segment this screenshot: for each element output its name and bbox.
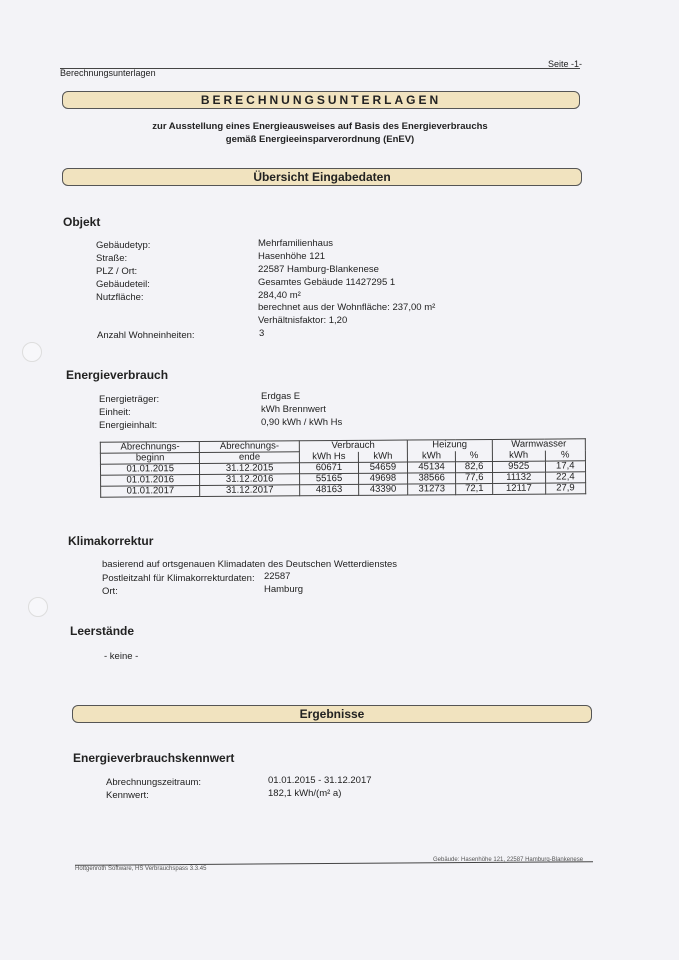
field-value: 01.01.2015 - 31.12.2017 [268, 775, 372, 786]
th: Heizung [407, 439, 493, 452]
cell: 01.01.2017 [100, 485, 201, 498]
field-label: Nutzfläche: [96, 292, 144, 303]
leer-value: - keine - [104, 651, 139, 662]
cell: 49698 [358, 473, 408, 485]
th: % [544, 449, 586, 462]
cell: 27,9 [545, 482, 586, 495]
energie-heading: Energieverbrauch [66, 368, 169, 382]
cell: 9525 [492, 461, 546, 473]
th: % [455, 450, 493, 462]
section-results: Ergebnisse [72, 705, 592, 723]
cell: 72,1 [456, 483, 493, 495]
field-value: 0,90 kWh / kWh Hs [261, 417, 343, 428]
page-number: Seite -1- [548, 59, 583, 69]
field-label: Einheit: [99, 407, 131, 418]
punch-hole [28, 597, 48, 617]
field-label: Anzahl Wohneinheiten: [97, 330, 195, 341]
cell: 48163 [299, 484, 359, 496]
th: kWh [407, 450, 456, 463]
cell: 55165 [299, 473, 359, 485]
field-value: Gesamtes Gebäude 11427295 1 [258, 277, 396, 288]
field-value: 22587 [264, 571, 291, 582]
leer-heading: Leerstände [70, 624, 135, 638]
consumption-table: Abrechnungs- Abrechnungs- Verbrauch Heizung… [100, 438, 586, 498]
field-label: Straße: [96, 253, 128, 264]
cell: 43390 [358, 484, 408, 496]
th: Warmwasser [492, 439, 586, 451]
field-value: 3 [259, 328, 265, 339]
field-value: Hasenhöhe 121 [258, 251, 326, 262]
cell: 31273 [407, 483, 457, 496]
header-left: Berechnungsunterlagen [60, 68, 156, 78]
subtitle-1: zur Ausstellung eines Energieausweises a… [152, 121, 488, 132]
subtitle-2: gemäß Energieeinsparverordnung (EnEV) [225, 134, 415, 145]
cell: 54659 [358, 462, 408, 474]
field-label: PLZ / Ort: [96, 266, 138, 277]
field-value: Erdgas E [261, 391, 301, 402]
klima-heading: Klimakorrektur [68, 534, 154, 548]
field-value: 284,40 m² [258, 290, 301, 301]
field-label: Energieinhalt: [99, 420, 158, 431]
field-label: Kennwert: [106, 790, 149, 801]
th: kWh [358, 450, 408, 463]
field-value: Hamburg [264, 584, 304, 595]
th: kWh Hs [299, 451, 359, 463]
cell: 60671 [299, 462, 359, 474]
kennwert-heading: Energieverbrauchskennwert [73, 751, 235, 765]
cell: 45134 [407, 461, 456, 474]
field-note: Verhältnisfaktor: 1,20 [258, 315, 348, 326]
header-rule [60, 68, 580, 69]
table-row: 01.01.2017 31.12.2017 48163 43390 31273 72,1 1… [100, 482, 586, 498]
field-value: 22587 Hamburg-Blankenese [258, 264, 379, 275]
footer-left: Hottgenroth Software, HS Verbrauchspass … [75, 866, 207, 872]
th: kWh [492, 449, 546, 462]
field-value: 182,1 kWh/(m² a) [268, 788, 342, 799]
cell: 82,6 [455, 461, 493, 473]
field-label: Ort: [102, 586, 118, 597]
cell: 31.12.2017 [200, 484, 300, 497]
cell: 12117 [492, 483, 546, 495]
cell: 17,4 [545, 460, 586, 473]
field-note: berechnet aus der Wohnfläche: 237,00 m² [258, 302, 436, 313]
field-label: Gebäudetyp: [96, 240, 151, 251]
field-value: kWh Brennwert [261, 404, 326, 415]
cell: 22,4 [545, 471, 586, 484]
field-label: Postleitzahl für Klimakorrekturdaten: [102, 573, 255, 584]
cell: 77,6 [455, 472, 493, 484]
klima-text: basierend auf ortsgenauen Klimadaten des… [102, 559, 398, 570]
section-overview: Übersicht Eingabedaten [62, 168, 582, 186]
objekt-heading: Objekt [63, 215, 101, 229]
field-label: Abrechnungszeitraum: [106, 777, 202, 788]
document-title: BERECHNUNGSUNTERLAGEN [62, 91, 580, 109]
footer-right: Gebäude: Hasenhöhe 121, 22587 Hamburg-Bl… [433, 857, 584, 863]
field-label: Gebäudeteil: [96, 279, 150, 290]
field-label: Energieträger: [99, 394, 160, 405]
punch-hole [22, 342, 42, 362]
cell: 38566 [407, 472, 457, 485]
field-value: Mehrfamilienhaus [258, 238, 333, 249]
cell: 11132 [492, 472, 546, 484]
